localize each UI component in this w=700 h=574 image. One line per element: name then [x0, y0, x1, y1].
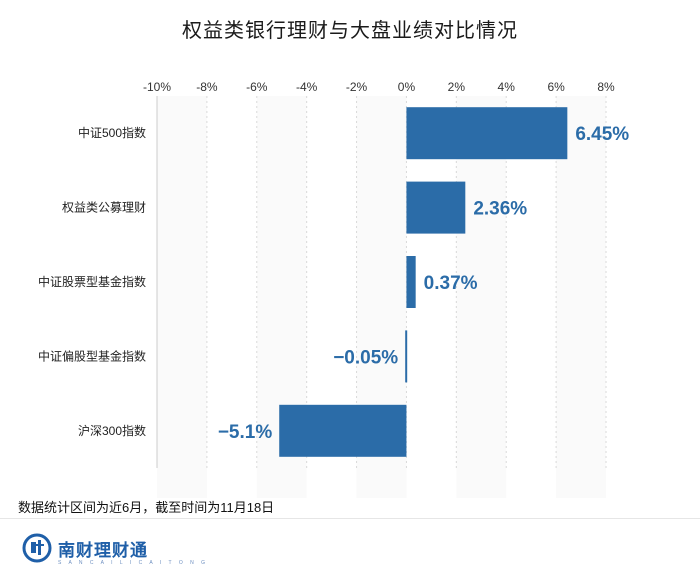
x-tick-label: 6%	[547, 80, 565, 94]
brand-subtitle: S A N C A I L I C A I T O N G	[58, 560, 208, 566]
x-tick-label: 4%	[498, 80, 516, 94]
x-tick-label: -4%	[296, 80, 318, 94]
brand: 南财理财通	[22, 533, 148, 563]
x-tick-label: 0%	[398, 80, 416, 94]
value-label: 2.36%	[473, 199, 527, 220]
bar	[405, 330, 408, 383]
category-label: 中证500指数	[78, 125, 146, 140]
category-label: 沪深300指数	[78, 423, 146, 438]
grid-band	[157, 96, 207, 498]
value-label: 6.45%	[575, 124, 629, 145]
value-label: 0.37%	[424, 273, 478, 294]
bar	[279, 404, 407, 457]
value-label: −5.1%	[218, 422, 273, 443]
x-tick-label: 2%	[448, 80, 466, 94]
nancai-logo-icon	[22, 533, 52, 563]
data-note: 数据统计区间为近6月，截至时间为11月18日	[18, 500, 275, 515]
bar	[406, 107, 568, 160]
value-label: −0.05%	[333, 347, 398, 368]
grid-band	[556, 96, 606, 498]
bar	[406, 181, 466, 234]
brand-name: 南财理财通	[58, 540, 148, 560]
x-tick-label: 8%	[597, 80, 615, 94]
x-tick-label: -2%	[346, 80, 368, 94]
x-tick-label: -10%	[143, 80, 171, 94]
footer-divider	[0, 518, 700, 519]
x-tick-label: -8%	[196, 80, 218, 94]
category-label: 权益类公募理财	[62, 201, 146, 215]
category-label: 中证股票型基金指数	[38, 274, 146, 289]
chart-title: 权益类银行理财与大盘业绩对比情况	[182, 20, 518, 42]
grid-band	[456, 96, 507, 498]
category-label: 中证偏股型基金指数	[38, 348, 146, 363]
bar	[406, 256, 416, 308]
x-tick-label: -6%	[246, 80, 268, 94]
